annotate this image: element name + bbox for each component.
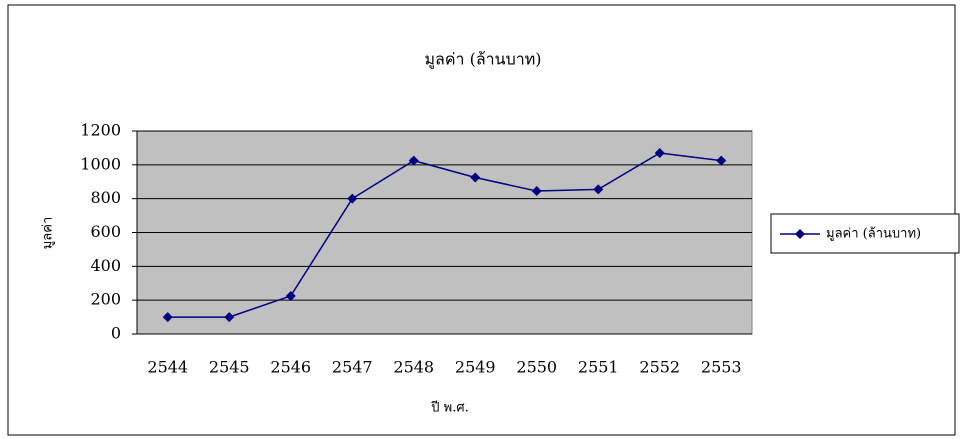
legend-label: มูลค่า (ล้านบาท): [826, 227, 921, 242]
y-tick-label: 800: [90, 188, 121, 207]
y-tick-label: 0: [111, 324, 121, 343]
chart-title: มูลค่า (ล้านบาท): [424, 50, 541, 70]
y-tick-label: 600: [90, 222, 121, 241]
x-tick-label: 2549: [455, 358, 496, 377]
y-axis-title: มูลค่า: [41, 217, 56, 250]
x-tick-label: 2546: [270, 358, 311, 377]
x-tick-label: 2550: [516, 358, 557, 377]
point-marker: [347, 193, 358, 204]
point-marker: [285, 290, 296, 301]
series-line: [167, 152, 722, 318]
x-axis-title: ปี พ.ศ.: [430, 400, 469, 416]
point-marker: [470, 172, 481, 183]
point-marker: [408, 155, 419, 166]
x-tick-label: 2547: [332, 358, 373, 377]
y-tick-label: 200: [90, 290, 121, 309]
plot-area: [136, 130, 753, 335]
x-tick-label: 2553: [701, 358, 742, 377]
legend-marker: [795, 229, 805, 239]
y-tick-label: 400: [90, 256, 121, 275]
x-tick-label: 2552: [639, 358, 680, 377]
x-tick-label: 2548: [393, 358, 434, 377]
y-tick-label: 1200: [80, 121, 121, 140]
y-tick-label: 1000: [80, 154, 121, 173]
x-tick-label: 2545: [209, 358, 250, 377]
point-marker: [531, 186, 542, 197]
legend: มูลค่า (ล้านบาท): [770, 213, 960, 254]
point-marker: [162, 312, 173, 323]
point-marker: [716, 155, 727, 166]
point-marker: [593, 184, 604, 195]
x-tick-label: 2544: [147, 358, 188, 377]
x-tick-label: 2551: [578, 358, 619, 377]
point-marker: [654, 147, 665, 158]
point-marker: [224, 312, 235, 323]
